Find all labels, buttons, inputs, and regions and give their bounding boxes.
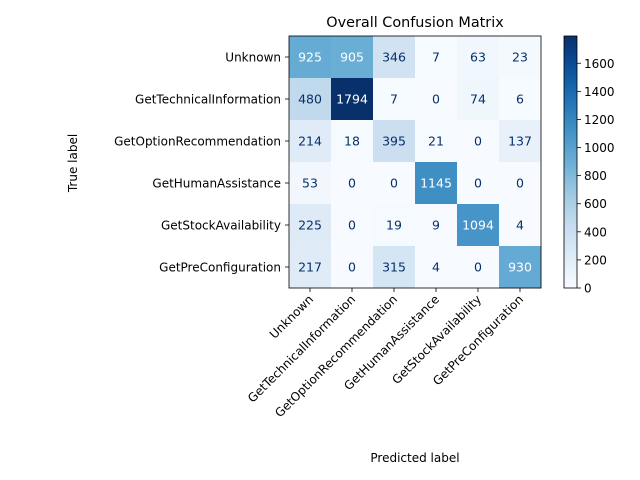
cell-value-label: 1145	[420, 176, 452, 191]
matrix-cell	[331, 120, 374, 163]
x-axis-label: Predicted label	[370, 451, 459, 465]
matrix-cell	[373, 162, 416, 205]
matrix-cell	[499, 36, 542, 79]
colorbar-tick-label: 1600	[584, 57, 615, 71]
cell-value-label: 1794	[336, 92, 368, 107]
cell-value-label: 0	[390, 176, 398, 191]
matrix-cell	[289, 162, 332, 205]
colorbar-tick-label: 400	[584, 225, 607, 239]
colorbar-tick-label: 0	[584, 282, 592, 296]
matrix-cell	[415, 204, 458, 247]
matrix-cell	[289, 246, 332, 289]
colorbar-tick-label: 1400	[584, 85, 615, 99]
matrix-cell	[289, 204, 332, 247]
matrix-cell	[457, 246, 500, 289]
y-tick-label: GetHumanAssistance	[152, 177, 281, 191]
matrix-cell	[499, 204, 542, 247]
matrix-cell	[373, 120, 416, 163]
matrix-cell	[373, 204, 416, 247]
cell-value-label: 18	[344, 134, 360, 149]
colorbar-tick-label: 600	[584, 197, 607, 211]
y-tick-label: GetStockAvailability	[161, 219, 281, 233]
cell-value-label: 0	[516, 176, 524, 191]
matrix-cell	[499, 246, 542, 289]
matrix-cell	[331, 246, 374, 289]
colorbar-tick-label: 1200	[584, 113, 615, 127]
cell-value-label: 9	[432, 218, 440, 233]
cell-value-label: 21	[428, 134, 444, 149]
matrix-cell	[415, 78, 458, 121]
cell-value-label: 315	[382, 260, 406, 275]
cell-value-label: 480	[298, 92, 322, 107]
matrix-cell	[373, 36, 416, 79]
matrix-cell	[499, 78, 542, 121]
matrix-cell	[457, 162, 500, 205]
cell-value-label: 217	[298, 260, 322, 275]
matrix-cell	[331, 204, 374, 247]
colorbar-tick-label: 1000	[584, 141, 615, 155]
matrix-cell	[415, 36, 458, 79]
matrix-cell	[373, 78, 416, 121]
matrix-cell	[499, 162, 542, 205]
cell-value-label: 137	[508, 134, 532, 149]
cell-value-label: 930	[508, 260, 532, 275]
cell-value-label: 346	[382, 50, 406, 65]
y-tick-label: GetTechnicalInformation	[135, 93, 281, 107]
cell-value-label: 0	[432, 92, 440, 107]
colorbar-tick-label: 200	[584, 253, 607, 267]
y-tick-label: GetPreConfiguration	[159, 261, 281, 275]
cell-value-label: 6	[516, 92, 524, 107]
matrix-cell	[289, 120, 332, 163]
cell-value-label: 19	[386, 218, 402, 233]
cell-value-label: 0	[348, 260, 356, 275]
cell-value-label: 905	[340, 50, 364, 65]
cell-value-label: 7	[390, 92, 398, 107]
cell-value-label: 225	[298, 218, 322, 233]
y-tick-label: GetOptionRecommendation	[114, 135, 281, 149]
cell-value-label: 395	[382, 134, 406, 149]
matrix-cell	[415, 246, 458, 289]
matrix-cell	[289, 36, 332, 79]
cell-value-label: 925	[298, 50, 322, 65]
cell-value-label: 0	[474, 176, 482, 191]
cell-value-label: 0	[474, 134, 482, 149]
cell-value-label: 214	[298, 134, 322, 149]
matrix-cell	[499, 120, 542, 163]
colorbar-gradient	[563, 35, 578, 289]
y-tick-label: Unknown	[225, 51, 281, 65]
y-tick-labels: Unknown GetTechnicalInformation GetOptionR…	[114, 51, 289, 275]
matrix-cell	[457, 120, 500, 163]
cell-value-label: 23	[512, 50, 528, 65]
cell-value-label: 63	[470, 50, 486, 65]
matrix-cell	[415, 120, 458, 163]
matrix-cell	[331, 78, 374, 121]
cell-value-label: 7	[432, 50, 440, 65]
colorbar: 0 200 400 600 800 1000 1200 1400 1600	[563, 35, 615, 296]
cell-value-label: 74	[470, 92, 486, 107]
matrix-cell	[457, 36, 500, 79]
cell-value-label: 4	[432, 260, 440, 275]
cell-value-label: 0	[474, 260, 482, 275]
colorbar-tick-label: 800	[584, 169, 607, 183]
matrix-cell	[289, 78, 332, 121]
matrix-cell	[331, 162, 374, 205]
cell-value-label: 53	[302, 176, 318, 191]
x-tick-labels: UnknownGetTechnicalInformationGetOptionR…	[245, 288, 526, 420]
plot-frame	[288, 35, 542, 289]
matrix-cell	[457, 204, 500, 247]
cell-value-label: 0	[348, 176, 356, 191]
matrix-cell	[457, 78, 500, 121]
cell-value-label: 1094	[462, 218, 494, 233]
cell-value-label: 4	[516, 218, 524, 233]
matrix-cell	[373, 246, 416, 289]
matrix-cells: 925 905 346 7 63 23 480 1794 7 0 74 6 214 18 395 21 0 137…	[288, 35, 542, 289]
matrix-cell	[331, 36, 374, 79]
chart-title: Overall Confusion Matrix	[326, 15, 504, 31]
matrix-cell	[415, 162, 458, 205]
y-axis-label: True label	[66, 134, 80, 193]
cell-value-label: 0	[348, 218, 356, 233]
